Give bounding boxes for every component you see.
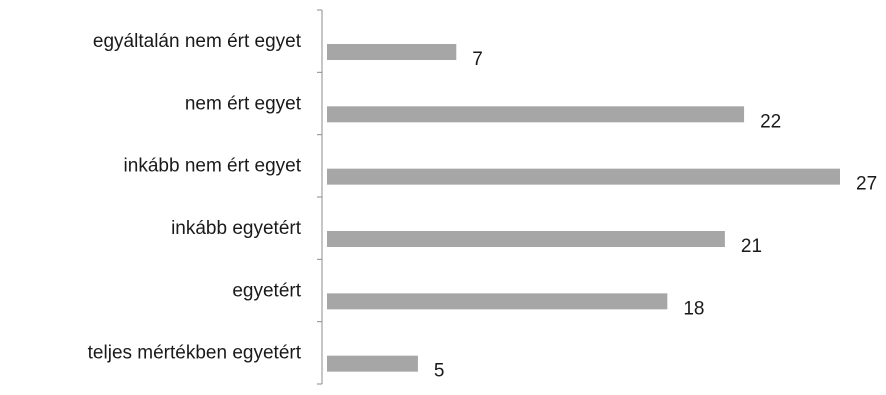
bar bbox=[327, 44, 457, 60]
data-label: 22 bbox=[760, 111, 781, 132]
bar bbox=[327, 231, 725, 247]
bar bbox=[327, 355, 418, 372]
category-label: teljes mértékben egyetért bbox=[88, 343, 302, 364]
bar bbox=[327, 293, 668, 310]
bar bbox=[327, 106, 745, 123]
category-label: inkább egyetért bbox=[171, 218, 302, 239]
category-label: egyáltalán nem ért egyet bbox=[93, 31, 302, 52]
data-label: 21 bbox=[741, 236, 762, 257]
y-axis bbox=[317, 9, 323, 385]
data-labels: 7 22 27 21 18 5 bbox=[434, 49, 877, 382]
category-label: nem ért egyet bbox=[185, 93, 302, 114]
data-label: 7 bbox=[472, 49, 483, 70]
data-label: 5 bbox=[434, 361, 445, 382]
category-labels: egyáltalán nem ért egyet nem ért egyet ink… bbox=[88, 31, 302, 364]
data-label: 27 bbox=[856, 174, 877, 195]
bars bbox=[327, 44, 840, 372]
category-label: inkább nem ért egyet bbox=[124, 156, 302, 177]
bar bbox=[327, 168, 840, 185]
category-label: egyetért bbox=[232, 280, 301, 301]
data-label: 18 bbox=[683, 298, 704, 319]
